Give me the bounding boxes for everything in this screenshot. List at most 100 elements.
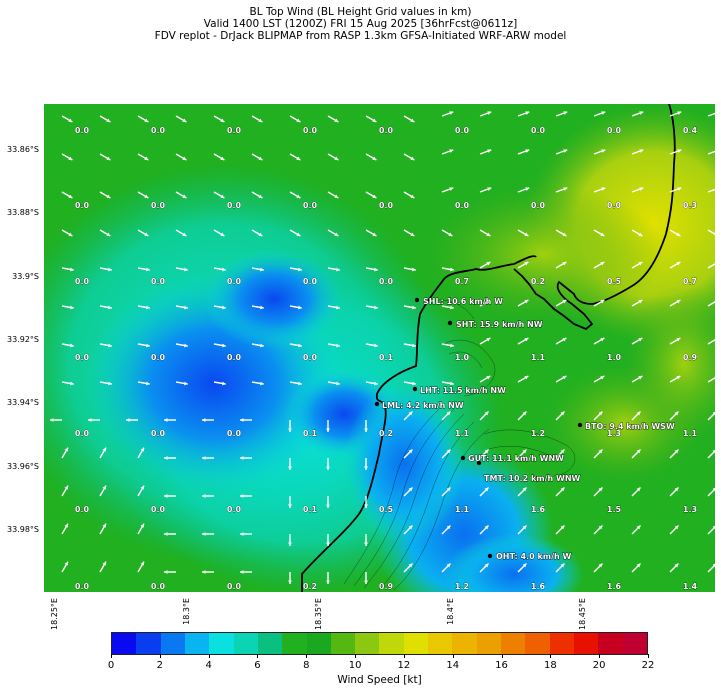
grid-value: 0.9 [683, 353, 698, 362]
station-dot-gut[interactable] [460, 455, 466, 461]
wind-arrow [99, 523, 107, 535]
wind-arrow [137, 191, 149, 199]
station-dot-sht[interactable] [447, 320, 453, 326]
wind-arrow [175, 267, 188, 272]
station-label-tmt: TMT: 10.2 km/h WNW [484, 474, 581, 483]
station-dot-tmt[interactable] [476, 460, 482, 466]
wind-arrow [175, 153, 187, 161]
wind-arrow [631, 563, 641, 573]
wind-arrow [88, 418, 100, 422]
colorbar-swatch [549, 633, 574, 654]
wind-arrow [213, 191, 225, 199]
colorbar-swatch [233, 633, 258, 654]
wind-arrow [164, 418, 176, 422]
wind-arrow [555, 375, 567, 383]
colorbar-swatch [379, 633, 404, 654]
grid-value: 1.1 [683, 429, 698, 438]
lon-label-18-30: 18.3°E [182, 598, 191, 625]
station-label-gut: GUT: 11.1 km/h WNW [468, 454, 564, 463]
wind-arrow [403, 191, 415, 199]
station-dot-oht[interactable] [487, 553, 493, 559]
wind-arrows [50, 111, 715, 584]
grid-value: 0.0 [151, 126, 166, 135]
colorbar-swatch [136, 633, 161, 654]
wind-arrow [327, 153, 339, 161]
colorbar-tick-mark [355, 654, 357, 658]
wind-arrow [403, 525, 413, 535]
lat-label-33-94: 33.94°S [7, 398, 39, 407]
wind-arrow [631, 411, 641, 421]
wind-arrow [126, 418, 138, 422]
station-label-lml: LML: 4.2 km/h NW [382, 401, 464, 410]
harbour-coastline [513, 104, 676, 331]
grid-value: 0.0 [531, 126, 546, 135]
wind-arrow [593, 411, 603, 421]
wind-arrow [364, 534, 368, 546]
station-dot-bto[interactable] [577, 422, 583, 428]
wind-arrow [240, 532, 252, 536]
station-label-oht: OHT: 4.0 km/h W [496, 552, 572, 561]
wind-arrow [61, 191, 73, 199]
wind-arrow [403, 115, 415, 123]
wind-arrow [517, 299, 529, 307]
wind-arrow [213, 153, 225, 161]
wind-arrow [555, 411, 565, 421]
grid-value: 0.4 [683, 126, 698, 135]
wind-arrow [99, 343, 112, 348]
grid-value: 0.3 [683, 201, 697, 210]
wind-arrow [327, 381, 340, 386]
coastline [301, 255, 537, 592]
map-title-line-2: Valid 1400 LST (1200Z) FRI 15 Aug 2025 [… [203, 18, 518, 30]
wind-arrow [593, 261, 605, 269]
wind-arrow [99, 229, 111, 237]
wind-arrow [441, 487, 451, 497]
wind-arrow [403, 153, 415, 161]
wind-arrow [326, 534, 330, 546]
grid-value: 1.4 [683, 582, 698, 591]
station-dot-lml[interactable] [374, 401, 380, 407]
wind-arrow [517, 449, 527, 459]
wind-arrow [61, 485, 69, 497]
grid-value: 0.2 [379, 429, 393, 438]
grid-value: 1.1 [455, 429, 470, 438]
wind-arrow [517, 187, 530, 193]
wind-arrow [517, 149, 530, 155]
wind-arrow [631, 375, 643, 383]
wind-arrow [479, 187, 492, 193]
station-markers: SHL: 10.6 km/h W SHT: 15.9 km/h NW LHT: 11… [374, 297, 675, 561]
wind-arrow [61, 381, 74, 386]
wind-arrow [441, 411, 451, 421]
wind-arrow [326, 458, 330, 470]
grid-value: 0.9 [379, 582, 394, 591]
station-dot-shl[interactable] [414, 297, 420, 303]
colorbar-swatch [160, 633, 185, 654]
grid-value: 0.0 [75, 126, 90, 135]
wind-arrow [403, 305, 416, 310]
wind-arrow [213, 305, 226, 310]
lat-label-33-92: 33.92°S [7, 335, 39, 344]
wind-arrow [631, 229, 643, 237]
wind-arrow [631, 149, 644, 155]
wind-map[interactable]: 0.0 0.0 0.0 0.0 0.0 0.0 0.0 0.0 0.4 0.0 0.0 0.0 0.0 0… [44, 104, 715, 592]
wind-arrow [365, 381, 378, 386]
wind-arrow [441, 229, 453, 237]
colorbar-tick-mark [257, 654, 259, 658]
wind-arrow [669, 449, 679, 459]
lat-label-33-96: 33.96°S [7, 462, 39, 471]
colorbar-swatch [525, 633, 550, 654]
lat-label-33-88: 33.88°S [7, 208, 39, 217]
grid-value: 0.0 [303, 277, 318, 286]
colorbar-swatch [403, 633, 429, 654]
wind-arrow [669, 149, 682, 155]
grid-value: 0.0 [151, 201, 166, 210]
station-dot-lht[interactable] [412, 386, 418, 392]
wind-arrow [327, 343, 340, 348]
grid-value: 0.1 [303, 429, 318, 438]
wind-arrow [555, 337, 567, 345]
wind-arrow [50, 418, 62, 422]
wind-arrow [479, 111, 492, 117]
terrain-contours [343, 299, 575, 591]
wind-arrow [441, 149, 454, 155]
wind-arrow [202, 456, 214, 460]
colorbar-swatch [355, 633, 380, 654]
